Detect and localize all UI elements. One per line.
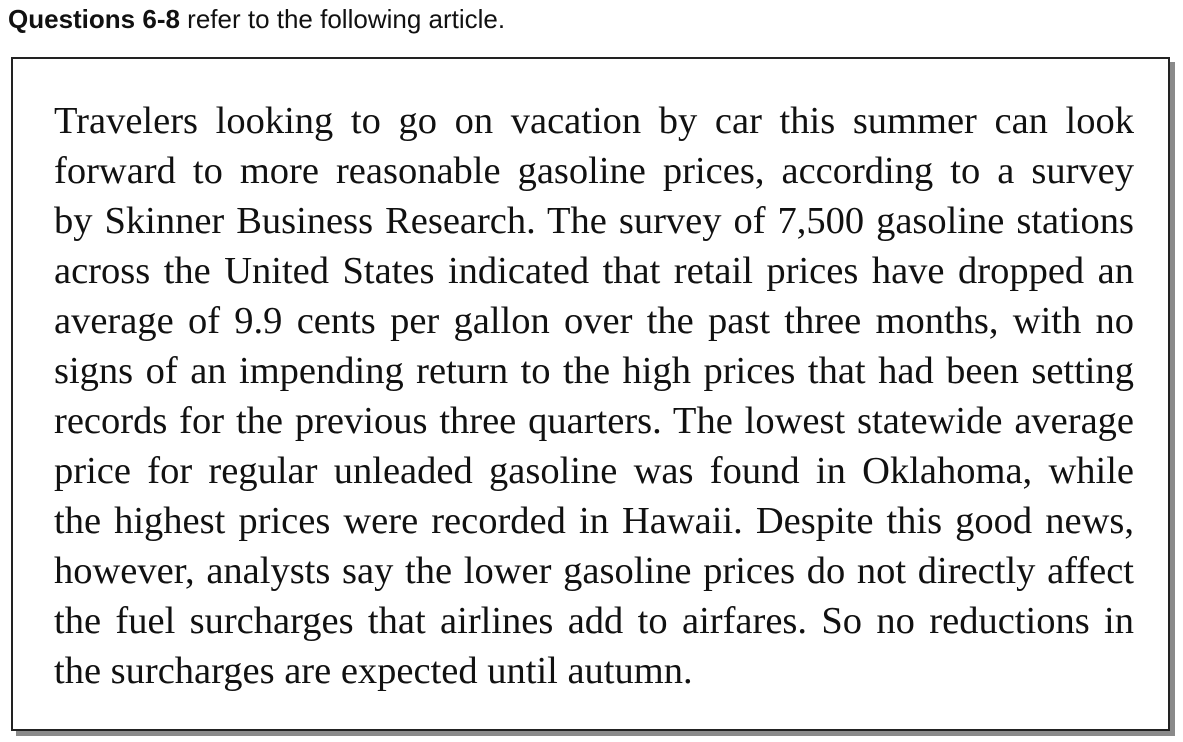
article-line: the highest prices were recorded in Hawa… [54,500,1134,542]
article-line: Travelers looking to go on vacation by c… [54,100,1134,142]
article-line: however, analysts say the lower gasoline… [54,550,1134,592]
question-instruction-text: refer to the following article. [179,4,506,34]
article-line: records for the previous three quarters.… [54,400,1134,442]
article-line: the fuel surcharges that airlines add to… [54,600,1134,642]
article-box: Travelers looking to go on vacation by c… [11,57,1170,731]
article-line: the surcharges are expected until autumn… [54,650,693,692]
article-line: price for regular unleaded gasoline was … [54,450,1134,492]
article-line: forward to more reasonable gasoline pric… [54,150,1134,192]
article-line: across the United States indicated that … [54,250,1134,292]
article-line: by Skinner Business Research. The survey… [54,200,1134,242]
question-instruction: Questions 6-8 refer to the following art… [8,2,505,36]
article-line: average of 9.9 cents per gallon over the… [54,300,1134,342]
article-line: signs of an impending return to the high… [54,350,1134,392]
question-range-label: Questions 6-8 [8,4,180,34]
article-text: Travelers looking to go on vacation by c… [54,96,1134,696]
